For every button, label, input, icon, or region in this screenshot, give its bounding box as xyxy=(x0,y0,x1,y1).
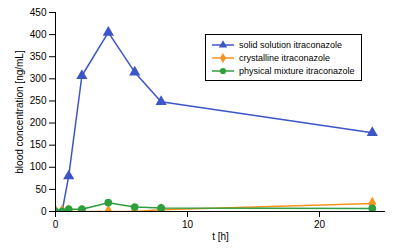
svg-text:150: 150 xyxy=(30,139,47,150)
svg-text:400: 400 xyxy=(30,29,47,40)
svg-text:100: 100 xyxy=(30,161,47,172)
svg-text:450: 450 xyxy=(30,7,47,18)
svg-text:200: 200 xyxy=(30,117,47,128)
html-text:crystalline itraconazole: crystalline itraconazole xyxy=(239,52,330,63)
svg-text:0: 0 xyxy=(53,219,59,230)
svg-text:t [h]: t [h] xyxy=(212,231,229,242)
svg-text:350: 350 xyxy=(30,51,47,62)
html-text:solid solution itraconazole: solid solution itraconazole xyxy=(239,39,343,50)
svg-text:blood concentration [ng/mL]: blood concentration [ng/mL] xyxy=(14,50,25,174)
svg-text:10: 10 xyxy=(182,219,194,230)
svg-text:300: 300 xyxy=(30,73,47,84)
svg-text:0: 0 xyxy=(41,206,47,217)
svg-text:20: 20 xyxy=(314,219,326,230)
svg-text:250: 250 xyxy=(30,95,47,106)
html-text:physical mixture itraconazole: physical mixture itraconazole xyxy=(239,65,355,76)
svg-text:50: 50 xyxy=(35,184,47,195)
